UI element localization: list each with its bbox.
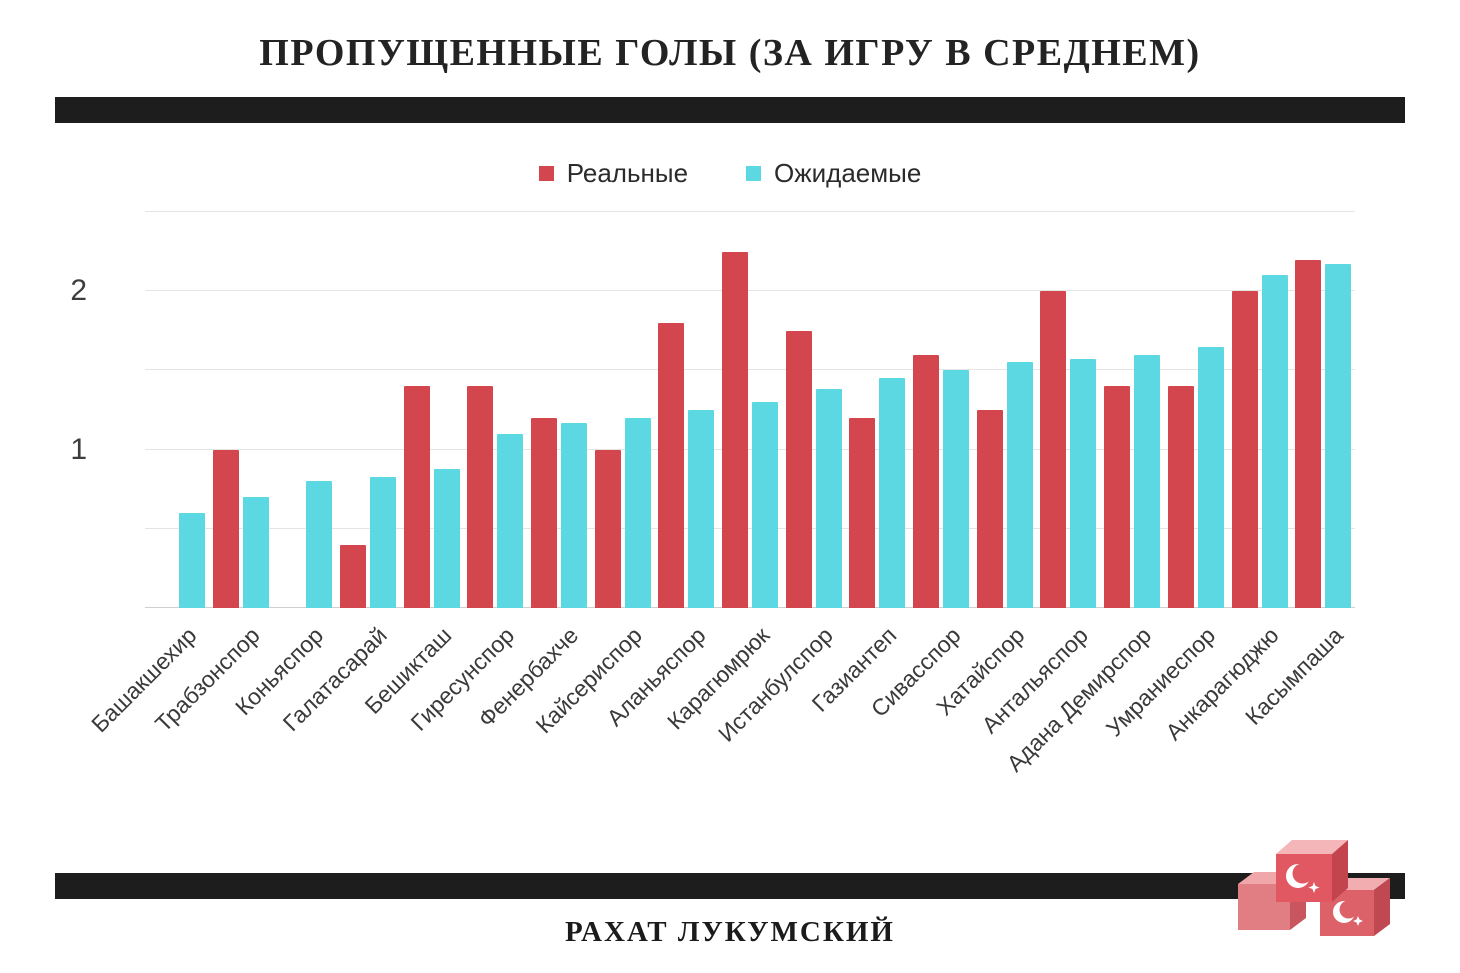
bar-real: [339, 544, 366, 608]
bar-group: [1100, 212, 1164, 608]
bar-expected: [433, 468, 460, 608]
bar-real: [1104, 386, 1131, 608]
legend-label-real: Реальные: [566, 158, 689, 188]
gridline: [145, 369, 1355, 371]
bar-expected: [306, 481, 333, 608]
bar-expected: [1197, 346, 1224, 608]
bar-real: [913, 354, 940, 608]
bar-group: [209, 212, 273, 608]
footer-text: РАХАТ ЛУКУМСКИЙ: [565, 916, 895, 948]
bar-group: [1037, 212, 1101, 608]
chart-legend: Реальные Ожидаемые: [0, 158, 1460, 189]
bar-group: [591, 212, 655, 608]
bar-expected: [1006, 362, 1033, 608]
bar-real: [1231, 291, 1258, 608]
bar-expected: [1070, 359, 1097, 608]
bar-real: [1040, 291, 1067, 608]
bar-group: [1291, 212, 1355, 608]
bar-expected: [560, 422, 587, 608]
bar-expected: [369, 476, 396, 608]
bar-group: [846, 212, 910, 608]
bar-expected: [688, 410, 715, 608]
bar-group: [272, 212, 336, 608]
bar-real: [1167, 386, 1194, 608]
y-axis-tick-label: 2: [70, 274, 87, 308]
bar-expected: [752, 402, 779, 608]
legend-item-real: Реальные: [538, 158, 689, 189]
bar-real: [594, 449, 621, 608]
bar-group: [1228, 212, 1292, 608]
chart-title: ПРОПУЩЕННЫЕ ГОЛЫ (ЗА ИГРУ В СРЕДНЕМ): [259, 32, 1201, 74]
gridline: [145, 211, 1355, 212]
bar-real: [976, 410, 1003, 608]
bar-real: [467, 386, 494, 608]
bar-group: [463, 212, 527, 608]
bar-expected: [624, 417, 651, 608]
legend-item-expected: Ожидаемые: [746, 158, 921, 189]
bar-real: [403, 386, 430, 608]
bar-expected: [815, 389, 842, 608]
bar-group: [782, 212, 846, 608]
bar-group: [718, 212, 782, 608]
bar-real: [658, 322, 685, 608]
legend-swatch-real-icon: [538, 166, 554, 181]
bar-real: [849, 417, 876, 608]
legend-label-expected: Ожидаемые: [774, 158, 922, 188]
bar-group: [336, 212, 400, 608]
bar-expected: [1325, 264, 1352, 608]
bar-group: [145, 212, 209, 608]
gridline: [145, 527, 1355, 529]
x-axis-labels: Башакшехир Трабзонспор Коньяспор Галатасара…: [86, 622, 1355, 837]
top-divider-bar: [55, 97, 1405, 123]
y-axis-tick-label: 1: [70, 432, 87, 466]
bar-expected: [943, 370, 970, 608]
bar-expected: [242, 497, 269, 608]
bar-group: [655, 212, 719, 608]
bar-group: [909, 212, 973, 608]
bar-real: [785, 330, 812, 608]
bar-expected: [1134, 354, 1161, 608]
bar-group: [400, 212, 464, 608]
turkish-delight-graphic: [1238, 840, 1390, 936]
bar-real: [530, 417, 557, 608]
bar-group: [527, 212, 591, 608]
legend-swatch-expected-icon: [746, 166, 762, 181]
bar-groups: [145, 212, 1355, 608]
bar-real: [1295, 259, 1322, 608]
bar-expected: [1261, 275, 1288, 608]
bar-real: [722, 251, 749, 608]
bar-real: [212, 449, 239, 608]
gridline: [145, 448, 1355, 450]
bar-group: [973, 212, 1037, 608]
bar-expected: [879, 378, 906, 608]
x-axis-line: [145, 607, 1355, 608]
bar-expected: [178, 512, 205, 608]
bar-group: [1164, 212, 1228, 608]
bar-expected: [497, 433, 524, 608]
bottom-divider-bar: [55, 873, 1405, 899]
gridline: [145, 290, 1355, 292]
